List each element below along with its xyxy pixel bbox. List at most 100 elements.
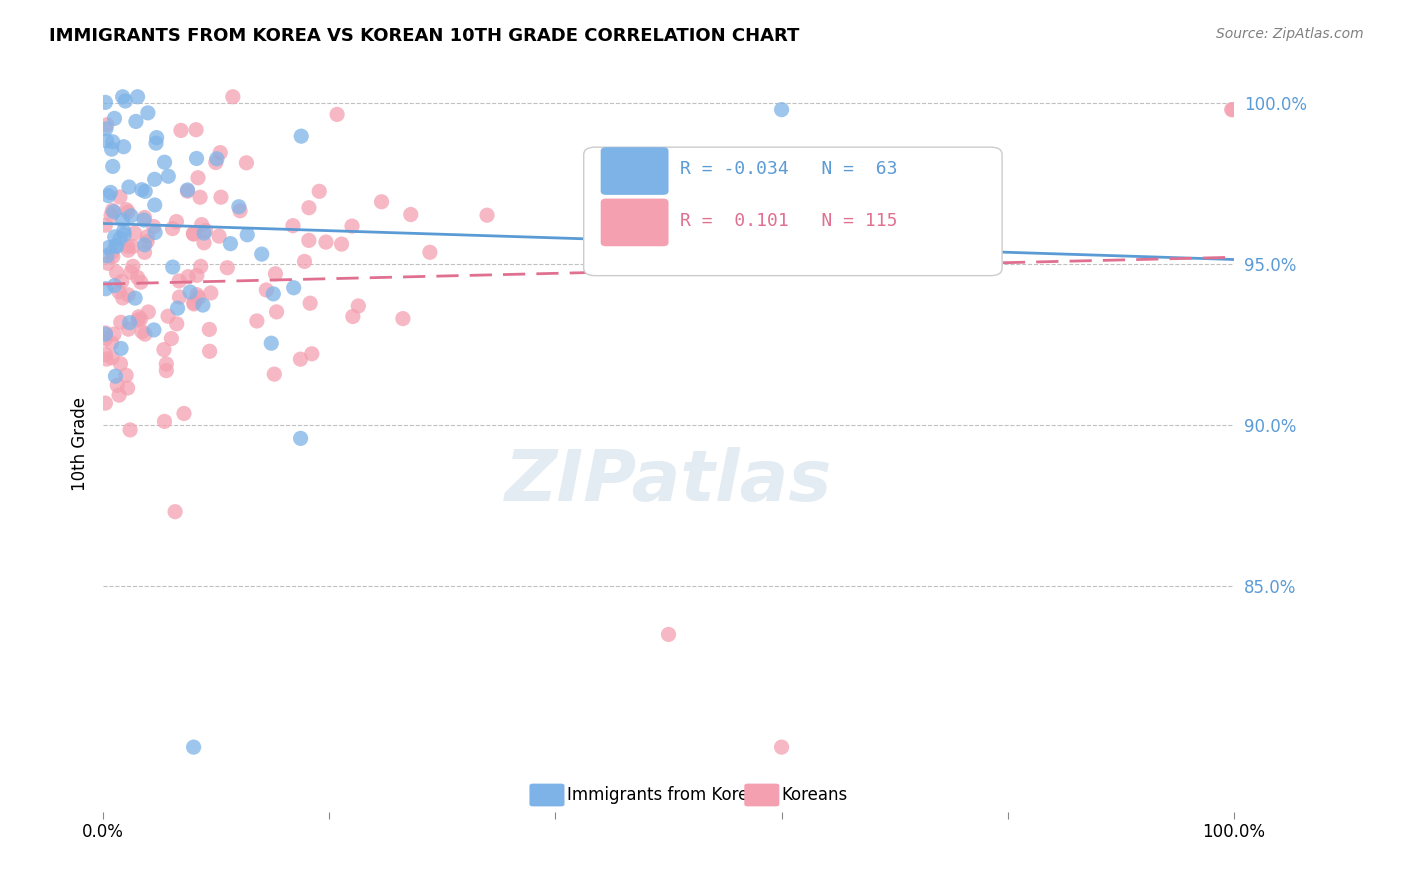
Koreans [165, 505, 187, 519]
Immigrants from Korea [127, 89, 149, 103]
Koreans [326, 107, 349, 121]
Immigrants from Korea [162, 260, 184, 274]
Koreans [187, 291, 209, 305]
Koreans [419, 245, 441, 260]
Immigrants from Korea [219, 236, 242, 251]
Immigrants from Korea [260, 336, 283, 351]
Koreans [117, 381, 139, 395]
Koreans [129, 312, 152, 326]
Koreans [187, 170, 209, 185]
Immigrants from Korea [103, 204, 125, 219]
Immigrants from Korea [290, 129, 312, 144]
Text: Immigrants from Korea: Immigrants from Korea [567, 786, 758, 804]
Koreans [134, 327, 156, 342]
Text: Koreans: Koreans [782, 786, 848, 804]
Immigrants from Korea [110, 342, 132, 356]
Koreans [167, 274, 190, 288]
Koreans [96, 118, 118, 132]
Immigrants from Korea [94, 282, 117, 296]
Koreans [183, 227, 205, 241]
Text: ZIPatlas: ZIPatlas [505, 447, 832, 516]
Koreans [200, 285, 222, 300]
Koreans [155, 357, 177, 371]
Immigrants from Korea [120, 209, 142, 223]
Koreans [392, 311, 415, 326]
Koreans [198, 344, 221, 359]
Immigrants from Korea [97, 188, 120, 202]
Immigrants from Korea [112, 227, 135, 242]
Koreans [169, 290, 191, 304]
Koreans [188, 190, 211, 204]
Koreans [127, 313, 149, 327]
Koreans [94, 396, 117, 410]
Immigrants from Korea [112, 139, 135, 153]
Koreans [186, 287, 208, 301]
Immigrants from Korea [111, 213, 134, 227]
Immigrants from Korea [134, 237, 156, 252]
FancyBboxPatch shape [744, 783, 779, 806]
Immigrants from Korea [118, 180, 141, 194]
Immigrants from Korea [105, 239, 128, 253]
Koreans [183, 227, 205, 241]
Immigrants from Korea [142, 323, 165, 337]
Koreans [204, 155, 226, 169]
Koreans [120, 265, 142, 279]
Koreans [330, 237, 353, 252]
Koreans [94, 332, 117, 346]
Immigrants from Korea [104, 230, 127, 244]
Koreans [301, 347, 323, 361]
Koreans [117, 205, 139, 219]
Text: Source: ZipAtlas.com: Source: ZipAtlas.com [1216, 27, 1364, 41]
Immigrants from Korea [94, 327, 117, 342]
Immigrants from Korea [100, 142, 122, 156]
Koreans [94, 218, 117, 232]
Koreans [193, 235, 215, 250]
Koreans [229, 203, 252, 218]
Koreans [166, 317, 188, 331]
Koreans [298, 233, 321, 247]
Koreans [131, 325, 153, 339]
Immigrants from Korea [143, 198, 166, 212]
Koreans [108, 285, 131, 299]
Immigrants from Korea [262, 286, 284, 301]
Koreans [1222, 103, 1244, 117]
Koreans [129, 275, 152, 289]
Immigrants from Korea [283, 281, 305, 295]
Immigrants from Korea [100, 186, 122, 200]
Immigrants from Korea [205, 152, 228, 166]
Koreans [136, 235, 159, 249]
Koreans [108, 190, 131, 204]
Koreans [134, 211, 156, 225]
Koreans [170, 123, 193, 137]
Immigrants from Korea [143, 226, 166, 240]
Immigrants from Korea [191, 298, 214, 312]
Immigrants from Korea [101, 160, 124, 174]
Koreans [100, 336, 122, 351]
Koreans [117, 322, 139, 336]
Koreans [101, 203, 124, 218]
Immigrants from Korea [179, 285, 201, 299]
FancyBboxPatch shape [530, 783, 564, 806]
Immigrants from Korea [193, 226, 215, 240]
Immigrants from Korea [125, 114, 148, 128]
Immigrants from Korea [118, 316, 141, 330]
Koreans [101, 250, 124, 264]
Koreans [177, 269, 200, 284]
Immigrants from Korea [166, 301, 188, 315]
Koreans [264, 267, 287, 281]
Koreans [117, 287, 139, 301]
Koreans [97, 256, 120, 270]
Koreans [475, 208, 498, 222]
Immigrants from Korea [136, 106, 159, 120]
Immigrants from Korea [104, 369, 127, 384]
Koreans [165, 214, 187, 228]
Koreans [246, 314, 269, 328]
Koreans [263, 367, 285, 381]
Koreans [290, 352, 312, 367]
Koreans [176, 184, 198, 198]
Koreans [96, 352, 118, 367]
Koreans [142, 219, 165, 234]
Immigrants from Korea [96, 134, 118, 148]
Immigrants from Korea [97, 240, 120, 254]
Koreans [117, 244, 139, 258]
